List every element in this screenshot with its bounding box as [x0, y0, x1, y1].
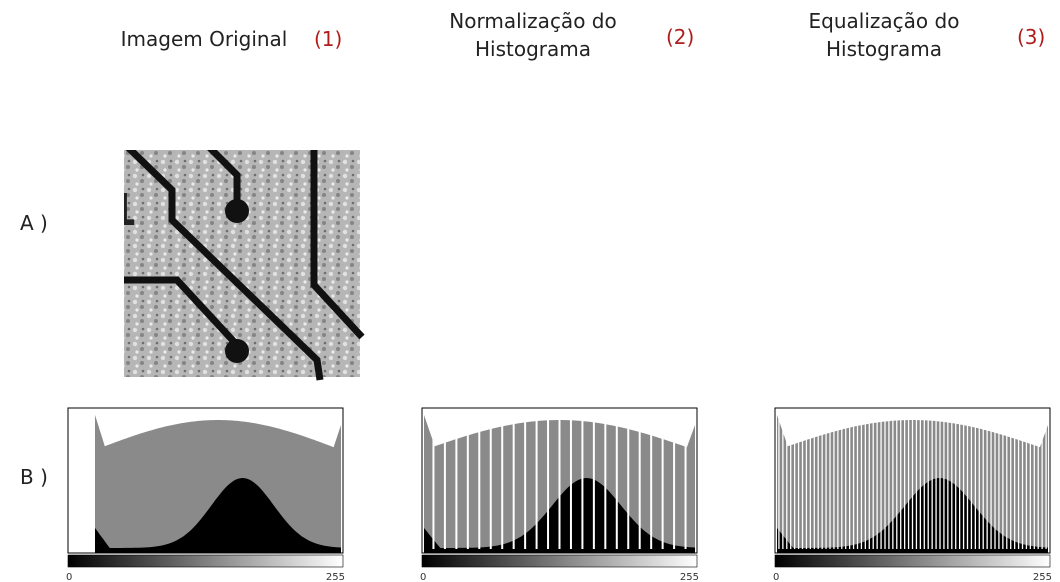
- image-text: 11: [778, 185, 839, 236]
- gradient-bar: [422, 555, 697, 567]
- histogram: [775, 408, 1050, 567]
- image-text: 11: [76, 185, 137, 236]
- pad: [225, 339, 249, 363]
- column-number: (3): [1017, 25, 1045, 49]
- photo-content: 11: [62, 75, 362, 380]
- trace: [1016, 75, 1060, 337]
- row-label: B ): [20, 465, 48, 489]
- pad: [225, 199, 249, 223]
- trace: [413, 280, 588, 345]
- column-number: (1): [314, 27, 342, 51]
- photo: 11: [764, 75, 1060, 380]
- column-title: Normalização do: [449, 9, 616, 33]
- trace: [764, 280, 939, 345]
- photo-content: 11: [764, 75, 1060, 380]
- gradient-bar: [775, 555, 1050, 567]
- axis-label: 0: [66, 572, 72, 582]
- axis-label: 255: [326, 572, 345, 582]
- photo: 11: [62, 75, 362, 380]
- trace: [413, 127, 671, 380]
- gradient-bar: [68, 555, 343, 567]
- column-title: Imagem Original: [121, 27, 288, 51]
- axis-label: 255: [680, 572, 699, 582]
- texture: [413, 75, 711, 377]
- pad: [576, 339, 600, 363]
- figure: A ) B ) Imagem Original (1) 11 0 255 Normaliz…: [0, 0, 1060, 582]
- trace: [839, 75, 939, 200]
- trace: [665, 75, 713, 337]
- trace: [488, 75, 588, 200]
- pad: [576, 199, 600, 223]
- photo-content: 11: [413, 75, 713, 380]
- column-title: Histograma: [475, 37, 591, 61]
- photo: 11: [413, 75, 713, 380]
- axis-label: 0: [773, 572, 779, 582]
- pad: [927, 199, 951, 223]
- trace: [764, 127, 1022, 380]
- row-label: A ): [20, 211, 48, 235]
- histogram: [422, 408, 697, 567]
- pad: [790, 338, 814, 362]
- column-title: Histograma: [826, 37, 942, 61]
- column-number: (2): [666, 25, 694, 49]
- axis-label: 255: [1033, 572, 1052, 582]
- texture: [764, 75, 1060, 377]
- axis-label: 0: [420, 572, 426, 582]
- histogram: [68, 408, 343, 567]
- pad: [927, 339, 951, 363]
- pad: [88, 338, 112, 362]
- column-title: Equalização do: [809, 9, 960, 33]
- pad: [439, 338, 463, 362]
- image-text: 11: [427, 185, 488, 236]
